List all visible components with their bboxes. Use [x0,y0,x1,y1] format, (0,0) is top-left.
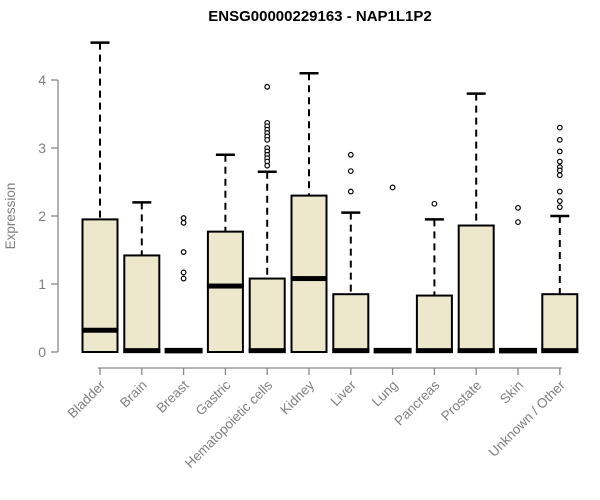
median-line [123,348,161,354]
outlier-point [347,188,354,195]
outlier-point [556,188,563,195]
y-tick-label: 2 [38,208,46,224]
median-line [81,327,119,333]
median-line [457,348,495,354]
outlier-point [556,124,563,131]
median-line [541,348,579,354]
outlier-point [180,215,187,221]
outlier-point [264,136,271,143]
outlier-point [180,249,187,255]
x-tick-label: Prostate [438,378,484,424]
outlier-point [556,167,563,174]
iqr-box [123,254,161,353]
iqr-box [541,293,579,354]
median-line [373,347,412,354]
outlier-point [264,162,271,169]
outlier-point [180,219,187,226]
boxplot-breast [164,215,203,354]
boxplot-gastric [206,153,244,353]
outlier-point [556,204,563,211]
outlier-point [389,184,396,191]
outlier-point [515,219,521,226]
x-tick-label: Kidney [277,377,317,417]
chart-title: ENSG00000229163 - NAP1L1P2 [208,8,431,25]
iqr-box [415,294,453,353]
outlier-point [180,275,187,282]
median-line [415,348,453,354]
boxplot-bladder [81,41,119,353]
boxplot-liver [332,151,370,354]
median-line [290,276,328,282]
x-tick-label: Gastric [193,377,234,418]
iqr-box [457,224,495,354]
outlier-point [556,136,563,143]
outlier-point [347,151,354,158]
boxplot-unknown-other [541,124,579,354]
iqr-box [290,194,328,353]
y-tick-label: 0 [38,344,46,360]
iqr-box [332,293,370,354]
boxplot-skin [499,204,537,354]
boxplot-brain [123,201,161,354]
iqr-box [248,277,286,353]
boxplot-kidney [290,71,328,353]
x-tick-label: Skin [497,378,526,407]
x-tick-label: Brain [117,378,150,411]
x-tick-label: Breast [154,377,192,415]
outlier-point [556,172,563,179]
x-tick-label: Lung [369,378,401,410]
boxes-layer [81,41,579,354]
outlier-point [347,168,354,175]
y-tick-label: 1 [38,276,46,292]
boxplot-lung [373,184,412,354]
median-line [248,348,286,354]
y-tick-label: 3 [38,140,46,156]
median-line [206,283,244,289]
median-line [164,347,203,354]
y-axis-title: Expression [3,183,18,250]
x-tick-label: Liver [328,377,360,409]
outlier-point [431,200,438,207]
y-tick-label: 4 [38,72,46,88]
x-tick-label: Bladder [65,377,109,421]
outlier-point [556,158,563,165]
x-tick-label: Pancreas [392,377,443,428]
outlier-point [556,148,563,155]
outlier-point [556,198,563,204]
median-line [332,348,370,354]
median-line [499,347,537,354]
iqr-box [206,230,244,353]
outlier-point [180,269,187,276]
x-tick-label: Unknown / Other [486,377,569,460]
outlier-point [264,83,271,90]
outlier-point [515,204,521,211]
boxplot-prostate [457,92,495,354]
boxplot-hematopoietic-cells [248,83,286,354]
boxplot-pancreas [415,200,453,354]
